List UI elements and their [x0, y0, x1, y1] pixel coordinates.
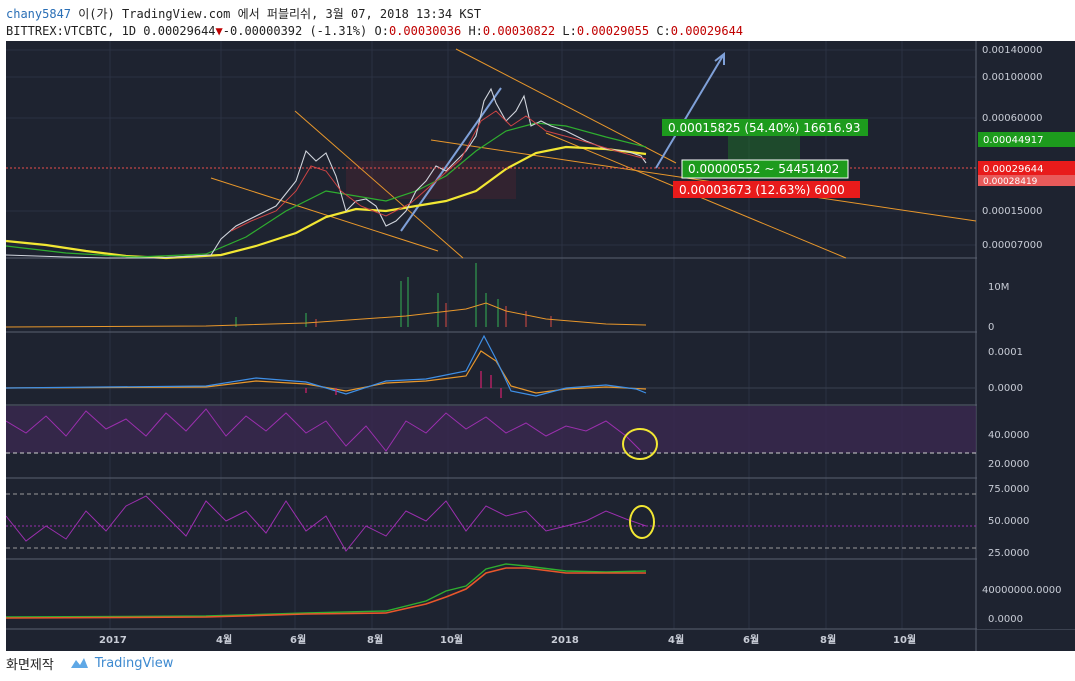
svg-text:10월: 10월: [440, 634, 463, 646]
svg-text:4월: 4월: [668, 634, 684, 646]
grid-lines: [6, 41, 976, 629]
price-axis: 0.00140000 0.00100000 0.00060000 0.00015…: [982, 45, 1042, 251]
svg-text:0.00000552 ~ 54451402: 0.00000552 ~ 54451402: [688, 162, 839, 176]
close-label: C:: [656, 24, 671, 38]
svg-text:50.0000: 50.0000: [988, 516, 1029, 527]
svg-text:0.00007000: 0.00007000: [982, 240, 1042, 251]
high-value: 0.00030822: [482, 24, 556, 38]
svg-text:0: 0: [988, 322, 994, 333]
symbol-label: BITTREX:VTCBTC, 1D: [6, 24, 137, 38]
red-average: [230, 110, 647, 232]
svg-text:10월: 10월: [893, 634, 916, 646]
macd-pane: 0.0001 0.0000: [5, 334, 1023, 398]
publish-line: chany5847 이(가) TradingView.com 에서 퍼블리쉬, …: [6, 5, 481, 22]
svg-text:10M: 10M: [988, 282, 1009, 293]
high-label: H:: [468, 24, 483, 38]
svg-text:0.00029644: 0.00029644: [983, 164, 1043, 175]
svg-text:0.0001: 0.0001: [988, 347, 1023, 358]
svg-text:40000000.0000: 40000000.0000: [982, 585, 1062, 596]
svg-text:0.00100000: 0.00100000: [982, 72, 1042, 83]
svg-text:0.00140000: 0.00140000: [982, 45, 1042, 56]
svg-text:0.00003673 (12.63%) 6000: 0.00003673 (12.63%) 6000: [679, 183, 845, 197]
last-price: 0.00029644: [143, 24, 216, 38]
svg-text:0.00028419: 0.00028419: [983, 177, 1038, 187]
svg-text:0.00015000: 0.00015000: [982, 206, 1042, 217]
price-change: -0.00000392 (-1.31%): [222, 24, 368, 38]
rsi-line: [5, 408, 642, 452]
rsi-pane: 40.0000 20.0000: [5, 406, 1029, 470]
publish-info: 이(가) TradingView.com 에서 퍼블리쉬, 3월 07, 201…: [78, 7, 482, 21]
stoch-line: [5, 495, 647, 552]
stoch-highlight-circle: [629, 505, 655, 539]
annotation-entry[interactable]: 0.00000552 ~ 54451402: [681, 159, 849, 179]
svg-text:20.0000: 20.0000: [988, 459, 1029, 470]
yellow-moving-average: [5, 145, 647, 260]
svg-text:0.00044917: 0.00044917: [983, 135, 1043, 146]
svg-text:0.00060000: 0.00060000: [982, 113, 1042, 124]
svg-text:0.00015825 (54.40%) 16616.93: 0.00015825 (54.40%) 16616.93: [668, 121, 861, 135]
volume-pane: 10M 0: [5, 263, 1009, 333]
svg-text:8월: 8월: [367, 634, 383, 646]
svg-text:75.0000: 75.0000: [988, 484, 1029, 495]
down-arrow-icon: ▼: [215, 24, 223, 38]
low-label: L:: [562, 24, 577, 38]
svg-text:0.0000: 0.0000: [988, 614, 1023, 625]
annotation-stop[interactable]: 0.00003673 (12.63%) 6000: [673, 181, 860, 198]
svg-text:4월: 4월: [216, 634, 232, 646]
svg-text:2018: 2018: [551, 635, 579, 646]
annotation-target[interactable]: 0.00015825 (54.40%) 16616.93: [662, 119, 868, 136]
svg-text:0.0000: 0.0000: [988, 383, 1023, 394]
low-value: 0.00029055: [576, 24, 650, 38]
rsi-highlight-circle: [622, 428, 658, 460]
open-value: 0.00030036: [388, 24, 462, 38]
svg-text:6월: 6월: [743, 634, 759, 646]
stoch-pane: 75.0000 50.0000 25.0000: [5, 484, 1029, 559]
tradingview-logo[interactable]: TradingView: [68, 655, 174, 671]
price-pane: [5, 48, 977, 260]
green-moving-average: [5, 122, 647, 258]
footer: 화면제작 TradingView: [6, 652, 173, 674]
pane-separators: [6, 41, 1075, 651]
price-tags: 0.00044917 0.00029644 0.00028419: [978, 132, 1075, 187]
svg-text:6월: 6월: [290, 634, 306, 646]
close-value: 0.00029644: [670, 24, 744, 38]
svg-text:25.0000: 25.0000: [988, 548, 1029, 559]
price-series: [5, 87, 647, 259]
svg-text:2017: 2017: [99, 635, 127, 646]
author-link[interactable]: chany5847: [6, 7, 72, 21]
brand-name: TradingView: [94, 655, 174, 671]
time-axis: 2017 4월 6월 8월 10월 2018 4월 6월 8월 10월: [99, 634, 916, 646]
footer-caption: 화면제작: [6, 657, 54, 673]
chart-area[interactable]: 0.00015825 (54.40%) 16616.93 0.00000552 …: [5, 41, 1075, 651]
ohlc-line: BITTREX:VTCBTC, 1D 0.00029644▼-0.0000039…: [6, 24, 743, 38]
svg-text:40.0000: 40.0000: [988, 430, 1029, 441]
svg-text:8월: 8월: [820, 634, 836, 646]
open-label: O:: [374, 24, 389, 38]
obv-pane: 40000000.0000 0.0000: [5, 563, 1062, 625]
tradingview-cloud-icon: [70, 658, 88, 668]
projection-arrows: [400, 51, 725, 232]
